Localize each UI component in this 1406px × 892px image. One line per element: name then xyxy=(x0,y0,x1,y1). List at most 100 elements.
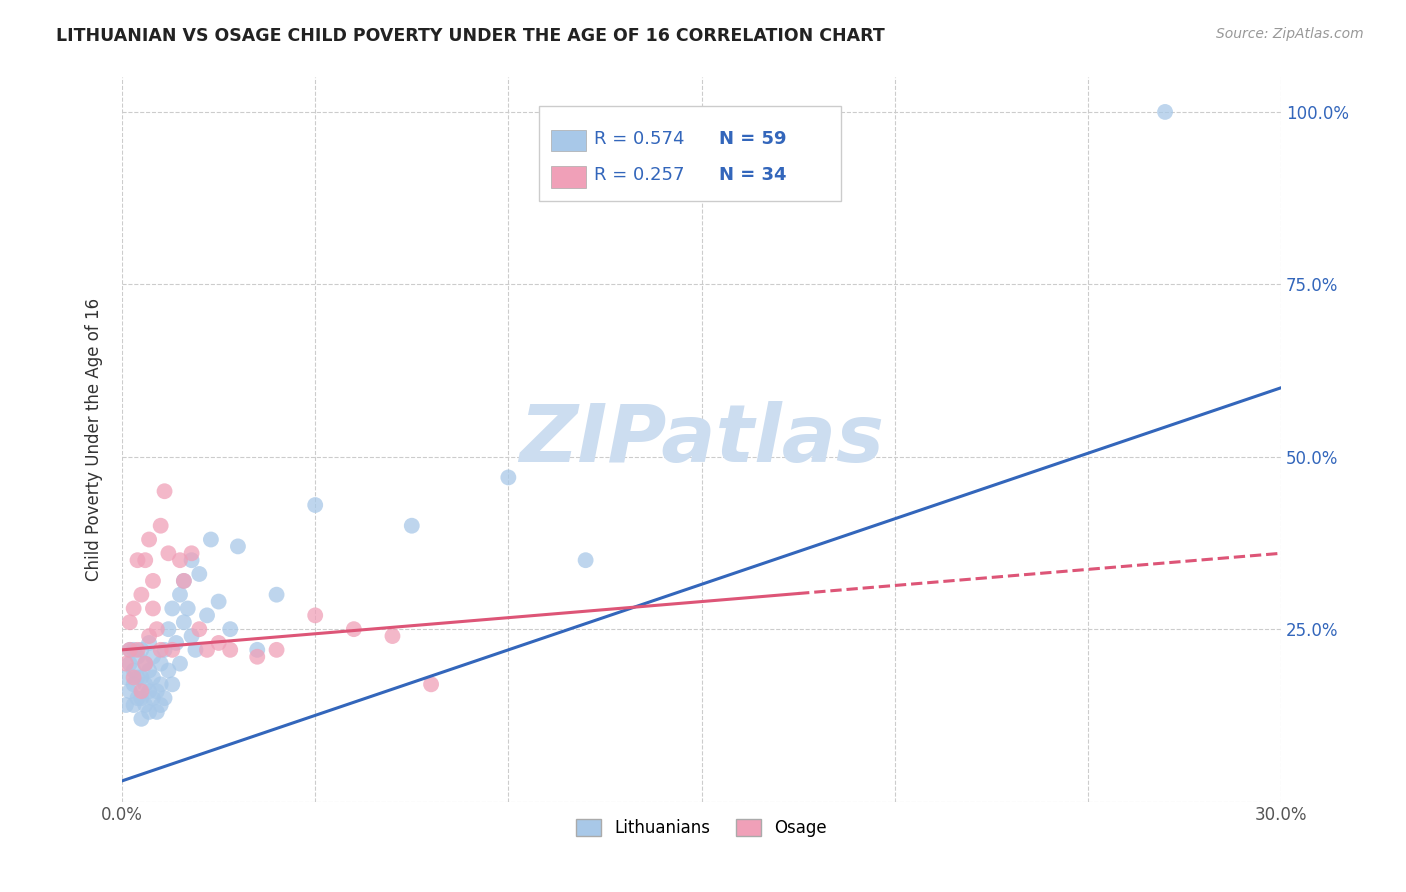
Point xyxy=(173,574,195,588)
Y-axis label: Child Poverty Under the Age of 16: Child Poverty Under the Age of 16 xyxy=(86,298,103,581)
Point xyxy=(131,643,153,657)
Point xyxy=(153,691,176,706)
Point xyxy=(138,684,160,698)
Point xyxy=(169,588,191,602)
Point xyxy=(304,498,326,512)
Point xyxy=(115,698,138,712)
Point xyxy=(149,518,172,533)
FancyBboxPatch shape xyxy=(551,166,586,187)
Point xyxy=(1154,104,1177,119)
Point xyxy=(246,649,269,664)
Point xyxy=(134,657,156,671)
Legend: Lithuanians, Osage: Lithuanians, Osage xyxy=(569,813,834,844)
Point xyxy=(188,622,211,636)
Text: N = 34: N = 34 xyxy=(718,166,786,185)
Point xyxy=(115,657,138,671)
Point xyxy=(138,705,160,719)
Point xyxy=(127,670,149,684)
Point xyxy=(149,657,172,671)
Point xyxy=(162,643,184,657)
Point xyxy=(142,670,165,684)
Point xyxy=(162,677,184,691)
Text: N = 59: N = 59 xyxy=(718,130,786,148)
Point xyxy=(142,574,165,588)
Point xyxy=(127,643,149,657)
Point xyxy=(165,636,187,650)
Point xyxy=(157,546,180,560)
Point xyxy=(146,684,169,698)
Point xyxy=(127,649,149,664)
Point xyxy=(138,664,160,678)
Point xyxy=(169,553,191,567)
Point xyxy=(146,705,169,719)
Point xyxy=(127,691,149,706)
Point xyxy=(142,691,165,706)
Point xyxy=(246,643,269,657)
Point xyxy=(131,588,153,602)
Point xyxy=(153,484,176,499)
Point xyxy=(153,643,176,657)
Point xyxy=(169,657,191,671)
Point xyxy=(575,553,598,567)
Point xyxy=(173,615,195,630)
Point xyxy=(138,629,160,643)
Point xyxy=(122,601,145,615)
Point xyxy=(118,643,141,657)
Point xyxy=(115,670,138,684)
Text: ZIPatlas: ZIPatlas xyxy=(519,401,884,478)
FancyBboxPatch shape xyxy=(551,129,586,152)
Point xyxy=(118,657,141,671)
Point xyxy=(122,664,145,678)
Point xyxy=(118,643,141,657)
Point xyxy=(134,657,156,671)
Point xyxy=(304,608,326,623)
Point xyxy=(498,470,520,484)
Point xyxy=(157,664,180,678)
Point xyxy=(142,649,165,664)
Point xyxy=(266,643,288,657)
Point xyxy=(146,622,169,636)
Point xyxy=(157,622,180,636)
Point xyxy=(131,684,153,698)
Point xyxy=(138,636,160,650)
Point xyxy=(122,670,145,684)
Point xyxy=(226,540,249,554)
Point xyxy=(188,566,211,581)
Point xyxy=(118,684,141,698)
Point xyxy=(134,698,156,712)
Point xyxy=(118,615,141,630)
Point xyxy=(180,553,202,567)
Point xyxy=(200,533,222,547)
Point xyxy=(162,601,184,615)
Point xyxy=(195,643,218,657)
Point xyxy=(184,643,207,657)
Point xyxy=(149,698,172,712)
Text: R = 0.574: R = 0.574 xyxy=(593,130,685,148)
Text: R = 0.257: R = 0.257 xyxy=(593,166,685,185)
Point xyxy=(207,594,229,608)
Point xyxy=(127,553,149,567)
Point xyxy=(131,712,153,726)
Point xyxy=(149,643,172,657)
Point xyxy=(180,629,202,643)
Point xyxy=(195,608,218,623)
Text: LITHUANIAN VS OSAGE CHILD POVERTY UNDER THE AGE OF 16 CORRELATION CHART: LITHUANIAN VS OSAGE CHILD POVERTY UNDER … xyxy=(56,27,884,45)
Point xyxy=(134,677,156,691)
Point xyxy=(134,553,156,567)
Point xyxy=(122,643,145,657)
FancyBboxPatch shape xyxy=(540,106,841,201)
Point xyxy=(219,643,242,657)
Point xyxy=(266,588,288,602)
Point xyxy=(173,574,195,588)
Point xyxy=(131,670,153,684)
Point xyxy=(343,622,366,636)
Point xyxy=(401,518,423,533)
Point xyxy=(138,533,160,547)
Point xyxy=(142,601,165,615)
Text: Source: ZipAtlas.com: Source: ZipAtlas.com xyxy=(1216,27,1364,41)
Point xyxy=(122,698,145,712)
Point xyxy=(122,677,145,691)
Point xyxy=(177,601,200,615)
Point xyxy=(219,622,242,636)
Point xyxy=(149,677,172,691)
